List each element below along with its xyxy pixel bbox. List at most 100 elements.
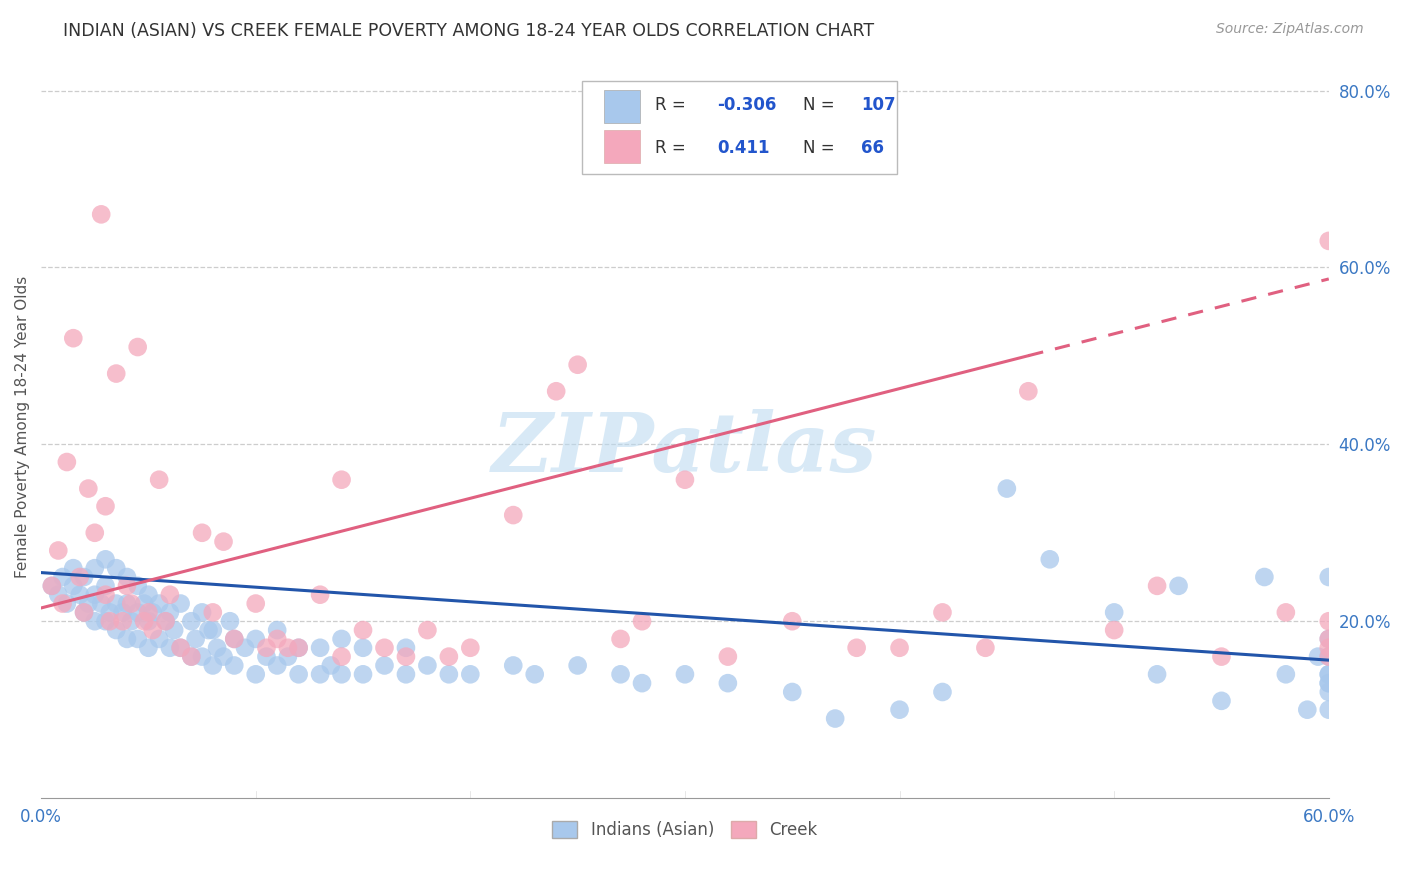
- Point: [105, 597, 128, 611]
- Point: [115, 570, 138, 584]
- Point: [90, 597, 112, 611]
- Point: [142, 606, 165, 620]
- Point: [717, 649, 740, 664]
- Point: [373, 640, 395, 655]
- Point: [523, 667, 546, 681]
- Point: [134, 597, 156, 611]
- Point: [460, 667, 482, 681]
- Point: [1211, 649, 1233, 664]
- Point: [995, 482, 1018, 496]
- Point: [1317, 649, 1340, 664]
- Point: [73, 570, 96, 584]
- Point: [224, 658, 246, 673]
- Point: [631, 614, 654, 628]
- Point: [631, 676, 654, 690]
- Point: [352, 667, 374, 681]
- Point: [287, 640, 309, 655]
- Text: -0.306: -0.306: [717, 96, 776, 114]
- Text: Source: ZipAtlas.com: Source: ZipAtlas.com: [1216, 22, 1364, 37]
- Point: [148, 632, 170, 646]
- Point: [330, 667, 353, 681]
- Point: [219, 614, 242, 628]
- Point: [330, 473, 353, 487]
- Point: [1102, 623, 1125, 637]
- Point: [62, 561, 84, 575]
- Point: [184, 632, 207, 646]
- Point: [395, 640, 418, 655]
- Point: [163, 623, 186, 637]
- Point: [41, 579, 63, 593]
- Point: [94, 552, 117, 566]
- Point: [1317, 667, 1340, 681]
- Point: [717, 676, 740, 690]
- Point: [889, 703, 911, 717]
- Point: [111, 606, 134, 620]
- Point: [1317, 570, 1340, 584]
- Point: [138, 606, 160, 620]
- Text: INDIAN (ASIAN) VS CREEK FEMALE POVERTY AMONG 18-24 YEAR OLDS CORRELATION CHART: INDIAN (ASIAN) VS CREEK FEMALE POVERTY A…: [63, 22, 875, 40]
- Point: [460, 640, 482, 655]
- Point: [52, 597, 75, 611]
- Point: [83, 561, 105, 575]
- Point: [105, 623, 128, 637]
- Point: [1317, 632, 1340, 646]
- Point: [142, 623, 165, 637]
- Point: [352, 640, 374, 655]
- Point: [1275, 667, 1298, 681]
- Point: [94, 588, 117, 602]
- Point: [83, 525, 105, 540]
- Text: N =: N =: [803, 96, 841, 114]
- Point: [1039, 552, 1062, 566]
- Point: [94, 579, 117, 593]
- Point: [245, 667, 267, 681]
- Text: 66: 66: [862, 139, 884, 157]
- Point: [159, 640, 181, 655]
- Point: [277, 649, 299, 664]
- Point: [287, 667, 309, 681]
- Point: [502, 508, 524, 522]
- Point: [73, 606, 96, 620]
- Point: [1317, 234, 1340, 248]
- Point: [673, 473, 696, 487]
- Point: [395, 649, 418, 664]
- Point: [83, 614, 105, 628]
- Point: [83, 588, 105, 602]
- Point: [245, 597, 267, 611]
- Point: [319, 658, 342, 673]
- Point: [780, 614, 803, 628]
- Point: [73, 606, 96, 620]
- Point: [115, 632, 138, 646]
- Point: [180, 649, 202, 664]
- Point: [201, 623, 224, 637]
- Point: [134, 614, 156, 628]
- Point: [309, 667, 332, 681]
- Point: [437, 667, 460, 681]
- Point: [205, 640, 228, 655]
- Point: [224, 632, 246, 646]
- Point: [111, 614, 134, 628]
- Point: [127, 606, 149, 620]
- Point: [155, 614, 177, 628]
- Point: [115, 597, 138, 611]
- Point: [169, 640, 191, 655]
- Point: [256, 649, 278, 664]
- Point: [567, 358, 589, 372]
- Point: [330, 649, 353, 664]
- Point: [98, 606, 121, 620]
- Point: [148, 597, 170, 611]
- Point: [1317, 685, 1340, 699]
- Y-axis label: Female Poverty Among 18-24 Year Olds: Female Poverty Among 18-24 Year Olds: [15, 276, 30, 578]
- Legend: Indians (Asian), Creek: Indians (Asian), Creek: [546, 814, 824, 846]
- Point: [62, 331, 84, 345]
- Point: [931, 685, 953, 699]
- Point: [46, 588, 69, 602]
- Point: [201, 606, 224, 620]
- Point: [127, 632, 149, 646]
- Text: 0.411: 0.411: [717, 139, 769, 157]
- Point: [191, 525, 214, 540]
- Point: [609, 632, 631, 646]
- Point: [780, 685, 803, 699]
- Point: [309, 640, 332, 655]
- Point: [127, 579, 149, 593]
- Point: [546, 384, 568, 399]
